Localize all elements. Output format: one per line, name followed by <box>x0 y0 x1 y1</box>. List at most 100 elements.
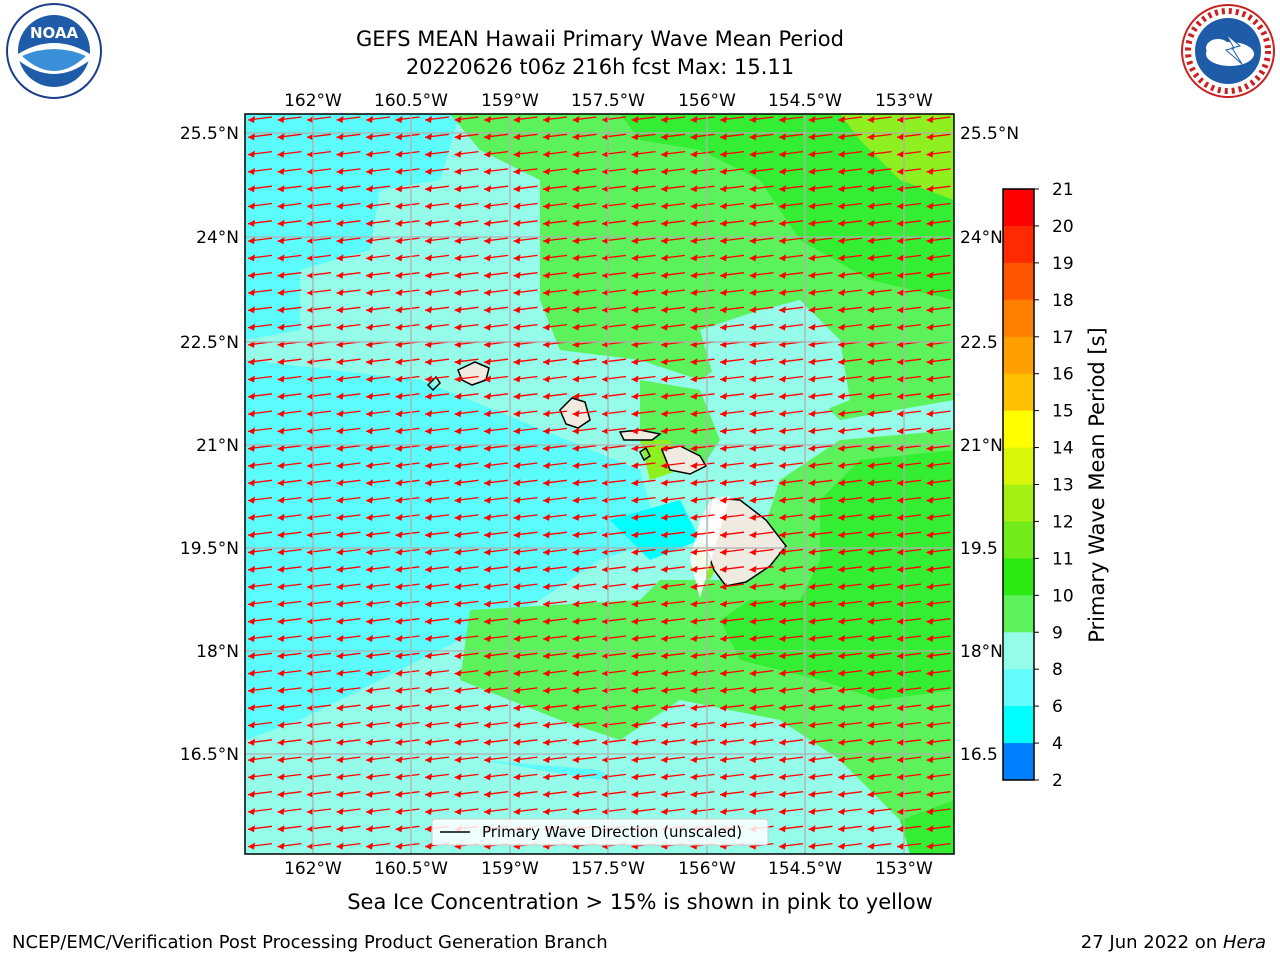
arrow-head <box>926 202 934 210</box>
arrow-head <box>336 721 344 729</box>
arrow-head <box>543 185 550 193</box>
arrow-head <box>690 669 698 677</box>
arrow-head <box>277 583 285 591</box>
arrow-head <box>720 392 727 400</box>
arrow-head <box>838 150 845 158</box>
arrow-head <box>454 635 462 642</box>
legend-label: Primary Wave Direction (unscaled) <box>482 823 742 841</box>
arrow-head <box>425 842 432 850</box>
arrow-head <box>307 721 314 729</box>
arrow-head <box>484 686 491 694</box>
arrow-head <box>454 617 462 625</box>
arrow-head <box>602 756 609 764</box>
arrow-head <box>248 652 255 660</box>
bottom-lon-label: 153°W <box>875 859 933 879</box>
arrow-head <box>867 427 875 435</box>
arrow-head <box>897 185 904 193</box>
arrow-head <box>602 617 609 625</box>
arrow-head <box>454 167 462 175</box>
arrow-head <box>749 237 757 245</box>
arrow-head <box>248 738 255 746</box>
arrow-head <box>690 738 698 746</box>
arrow-head <box>838 669 845 677</box>
arrow-head <box>395 185 403 193</box>
arrow-head <box>897 825 904 833</box>
arrow-head <box>572 133 580 141</box>
arrow-head <box>572 237 580 245</box>
arrow-head <box>631 254 639 262</box>
colorbar-tick-label: 14 <box>1052 439 1074 459</box>
arrow-head <box>513 462 521 469</box>
arrow-head <box>867 323 875 331</box>
arrow-head <box>926 167 934 175</box>
arrow-head <box>543 548 550 556</box>
arrow-head <box>395 496 403 504</box>
arrow-head <box>513 185 521 193</box>
arrow-head <box>808 237 816 245</box>
arrow-head <box>484 150 491 158</box>
arrow-head <box>395 600 403 608</box>
arrow-head <box>484 116 491 123</box>
wave-direction-arrows <box>247 116 951 850</box>
colorbar-segment <box>1003 669 1034 707</box>
arrow-head <box>720 202 727 210</box>
arrow-head <box>336 738 344 746</box>
arrow-head <box>720 548 727 556</box>
arrow-head <box>366 842 373 850</box>
arrow-head <box>307 150 314 158</box>
right-lat-label: 21°N <box>960 436 1003 456</box>
arrow-head <box>454 219 462 227</box>
arrow-head <box>749 133 757 141</box>
arrow-head <box>248 375 255 383</box>
arrow-head <box>395 392 403 400</box>
arrow-head <box>248 773 255 781</box>
arrow-head <box>248 756 255 764</box>
colorbar-tick-label: 21 <box>1052 180 1074 200</box>
colorbar-tick-label: 9 <box>1052 623 1063 643</box>
arrow-head <box>307 271 314 279</box>
arrow-head <box>926 375 934 383</box>
arrow-head <box>779 462 786 469</box>
arrow-head <box>926 548 934 556</box>
arrow-head <box>867 721 875 729</box>
arrow-head <box>336 237 344 245</box>
arrow-head <box>366 617 373 625</box>
arrow-head <box>926 617 934 625</box>
arrow-head <box>513 565 521 573</box>
arrow-head <box>513 600 521 608</box>
arrow-head <box>926 323 934 331</box>
arrow-head <box>661 773 668 781</box>
colorbar-segment <box>1003 743 1034 781</box>
arrow-head <box>248 219 255 227</box>
right-lat-label: 16.5 <box>960 745 998 765</box>
arrow-head <box>867 202 875 210</box>
arrow-head <box>661 323 668 331</box>
arrow-head <box>454 323 462 331</box>
arrow-head <box>779 790 786 798</box>
arrow-head <box>779 254 786 262</box>
arrow-head <box>572 635 580 642</box>
arrow-head <box>749 392 757 400</box>
arrow-head <box>366 738 373 746</box>
colorbar-tick-label: 12 <box>1052 512 1074 532</box>
arrow-head <box>307 185 314 193</box>
arrow-head <box>867 306 875 314</box>
arrow-head <box>720 462 727 469</box>
arrow-head <box>661 254 668 262</box>
arrow-head <box>720 479 727 487</box>
arrow-head <box>720 531 727 539</box>
axis-labels: 162°W 160.5°W 159°W 157.5°W 156°W 154.5°… <box>180 91 1019 879</box>
arrow-head <box>867 669 875 677</box>
arrow-head <box>720 756 727 764</box>
arrow-head <box>277 773 285 781</box>
arrow-head <box>838 254 845 262</box>
arrow-head <box>779 167 786 175</box>
arrow-head <box>248 825 255 833</box>
arrow-head <box>779 808 786 815</box>
left-lat-label: 24°N <box>196 228 239 248</box>
arrow-head <box>808 738 816 746</box>
arrow-head <box>808 635 816 642</box>
arrow-head <box>543 617 550 625</box>
arrow-head <box>513 738 521 746</box>
arrow-head <box>749 808 757 815</box>
